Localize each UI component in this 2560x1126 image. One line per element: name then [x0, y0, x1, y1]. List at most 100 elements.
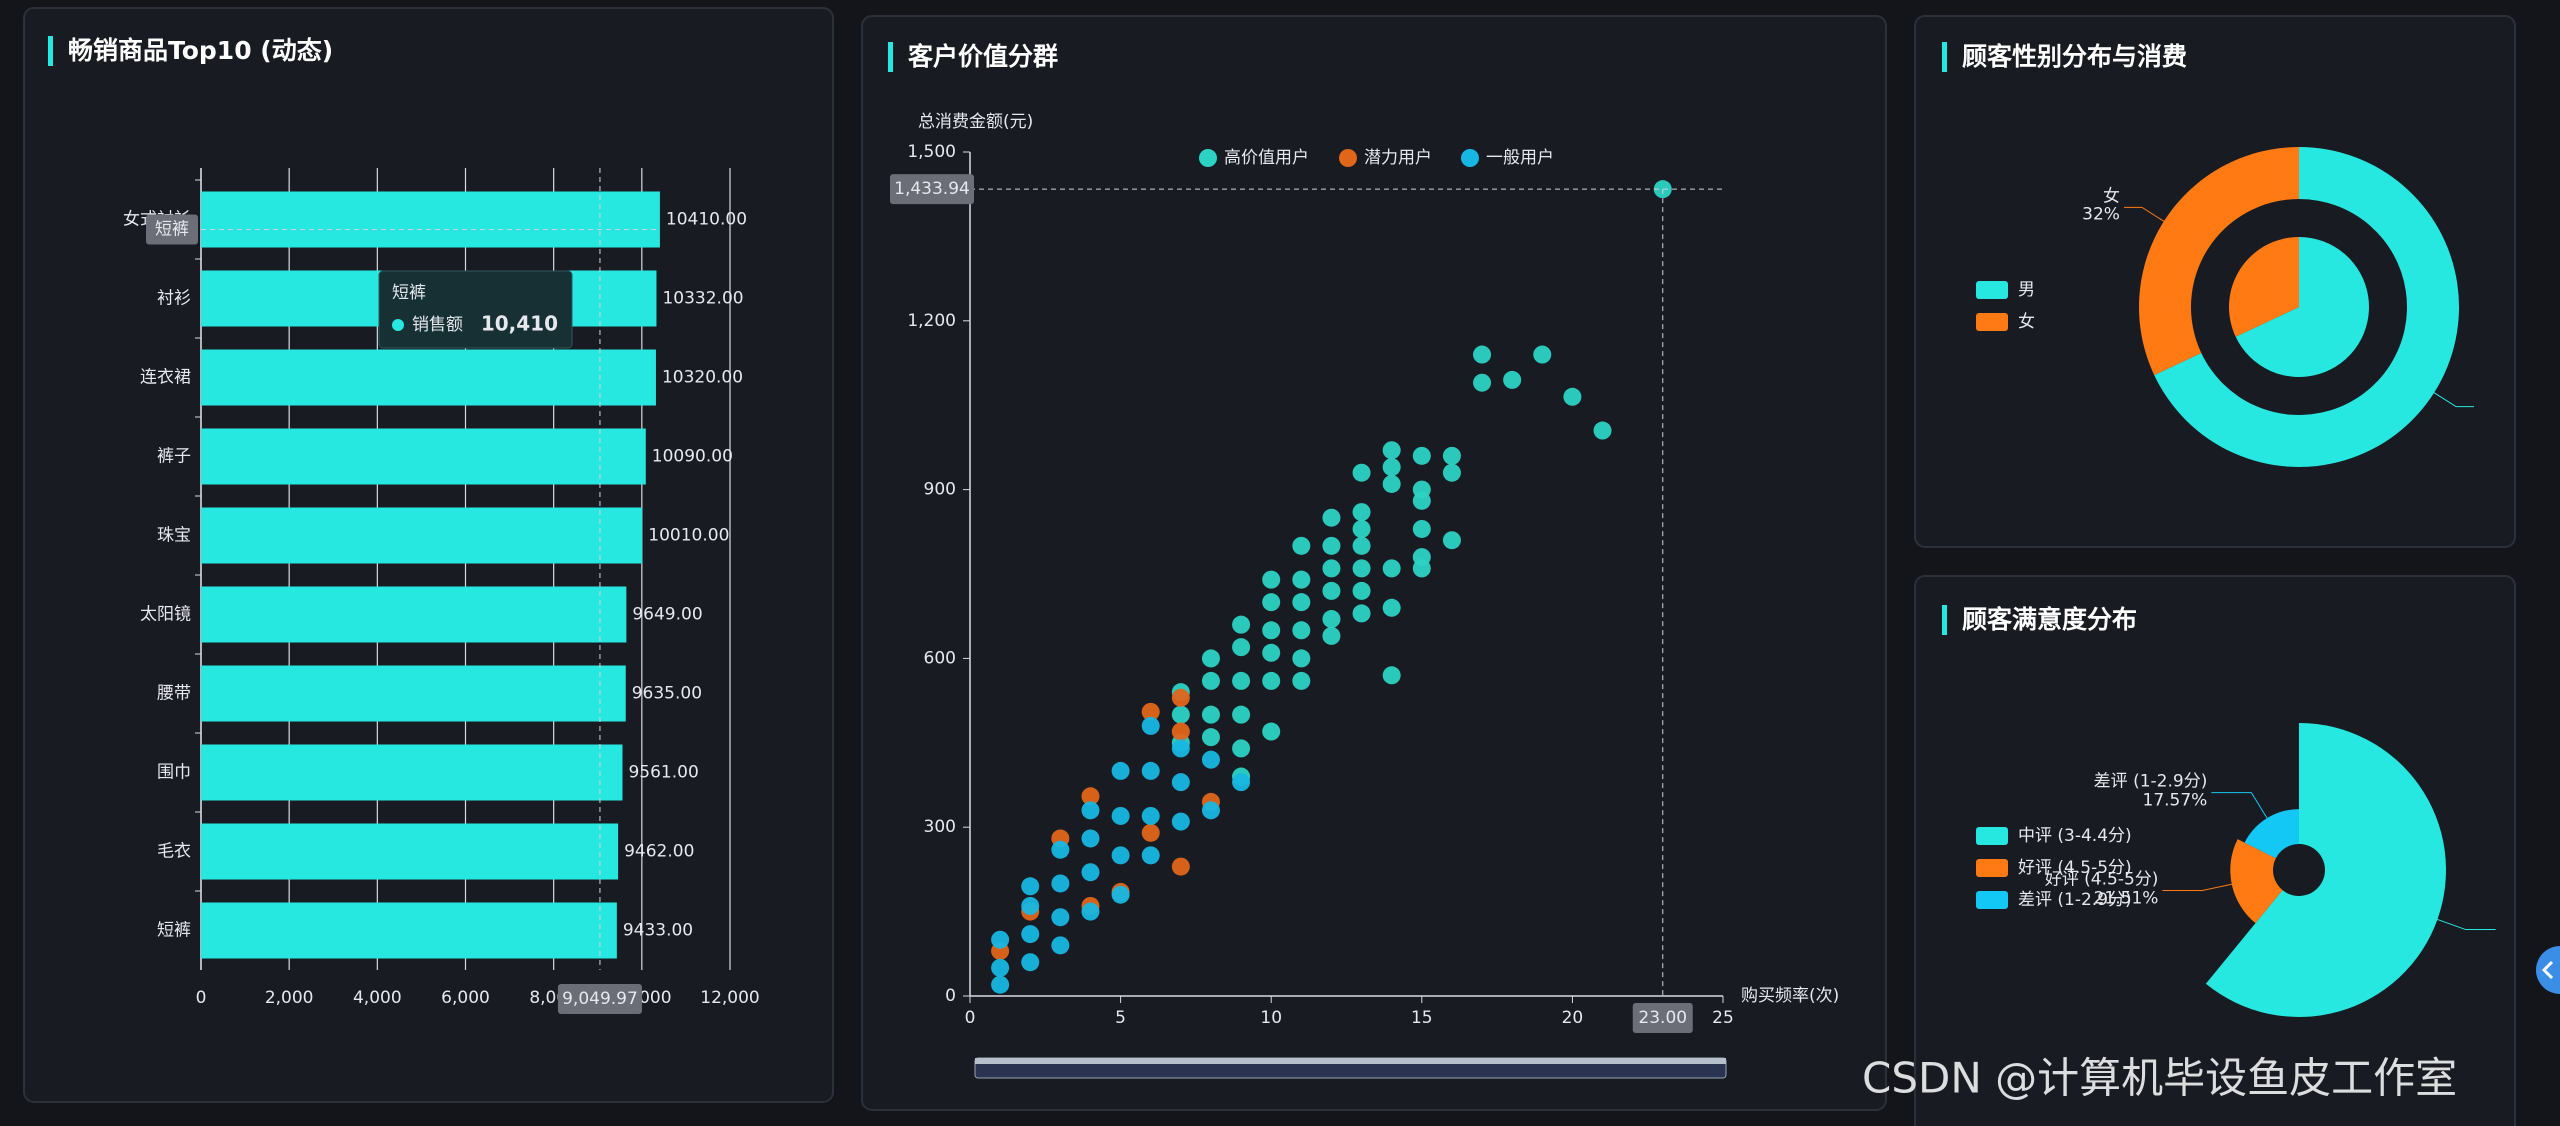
rose-slice[interactable] — [2205, 723, 2446, 1017]
scatter-point[interactable] — [1081, 787, 1100, 806]
scatter-point[interactable] — [1382, 441, 1401, 460]
legend-label[interactable]: 男 — [2018, 280, 2035, 300]
rose-slice[interactable] — [2230, 839, 2283, 924]
scatter-point[interactable] — [1141, 846, 1160, 865]
scatter-point[interactable] — [1171, 773, 1190, 792]
bar[interactable] — [201, 744, 623, 801]
scatter-point[interactable] — [1232, 705, 1251, 724]
legend-marker[interactable] — [1461, 149, 1479, 167]
scatter-point[interactable] — [1322, 536, 1341, 555]
scatter-point[interactable] — [1292, 671, 1311, 690]
scatter-point[interactable] — [1201, 705, 1220, 724]
legend-marker[interactable] — [1976, 281, 2008, 299]
scatter-point[interactable] — [1442, 531, 1461, 550]
scatter-point[interactable] — [1473, 373, 1492, 392]
scatter-point[interactable] — [1262, 621, 1281, 640]
pie-slice[interactable] — [2139, 147, 2299, 376]
scatter-point[interactable] — [1382, 598, 1401, 617]
legend-label[interactable]: 高价值用户 — [1224, 148, 1309, 168]
scatter-point[interactable] — [1171, 722, 1190, 741]
scatter-point[interactable] — [1232, 671, 1251, 690]
scatter-point[interactable] — [1292, 621, 1311, 640]
scatter-point[interactable] — [1382, 666, 1401, 685]
scatter-point[interactable] — [1382, 458, 1401, 477]
legend-marker[interactable] — [1976, 313, 2008, 331]
bar[interactable] — [201, 665, 626, 722]
scatter-point[interactable] — [1412, 446, 1431, 465]
scatter-point[interactable] — [1262, 570, 1281, 589]
side-button[interactable] — [2536, 946, 2560, 994]
scatter-point[interactable] — [1051, 840, 1070, 859]
scatter-point[interactable] — [1292, 570, 1311, 589]
legend-label[interactable]: 中评 (3-4.4分) — [2018, 826, 2132, 846]
scatter-point[interactable] — [1171, 857, 1190, 876]
legend-marker[interactable] — [1976, 891, 2008, 909]
legend-marker[interactable] — [1976, 827, 2008, 845]
scatter-point[interactable] — [1232, 739, 1251, 758]
scatter-point[interactable] — [1201, 728, 1220, 747]
scatter-point[interactable] — [1412, 491, 1431, 510]
scatter-point[interactable] — [1352, 559, 1371, 578]
scatter-point[interactable] — [1322, 508, 1341, 527]
scatter-point[interactable] — [1352, 503, 1371, 522]
scatter-point[interactable] — [1352, 536, 1371, 555]
scatter-point[interactable] — [1051, 936, 1070, 955]
scatter-point[interactable] — [1171, 705, 1190, 724]
scatter-point[interactable] — [1503, 370, 1522, 389]
bar[interactable] — [201, 507, 643, 564]
scatter-point[interactable] — [1292, 593, 1311, 612]
bar[interactable] — [201, 349, 656, 406]
bar[interactable] — [201, 586, 627, 643]
scatter-point[interactable] — [1081, 829, 1100, 848]
scatter-point[interactable] — [1322, 581, 1341, 600]
legend-marker[interactable] — [1976, 859, 2008, 877]
bar[interactable] — [201, 823, 619, 880]
scatter-point[interactable] — [1021, 877, 1040, 896]
pie-slice[interactable] — [2228, 237, 2299, 337]
scatter-point[interactable] — [1111, 761, 1130, 780]
scatter-point[interactable] — [1051, 874, 1070, 893]
bar[interactable] — [201, 428, 646, 485]
scatter-point[interactable] — [1201, 649, 1220, 668]
scatter-point[interactable] — [1322, 626, 1341, 645]
data-zoom-handle-bar[interactable] — [975, 1058, 1726, 1064]
scatter-point[interactable] — [1201, 671, 1220, 690]
scatter-point[interactable] — [1533, 345, 1552, 364]
scatter-point[interactable] — [1442, 463, 1461, 482]
scatter-point[interactable] — [1232, 638, 1251, 657]
scatter-point[interactable] — [1232, 615, 1251, 634]
scatter-point[interactable] — [1442, 446, 1461, 465]
legend-marker[interactable] — [1199, 149, 1217, 167]
scatter-point[interactable] — [1141, 716, 1160, 735]
scatter-point[interactable] — [1111, 806, 1130, 825]
scatter-point[interactable] — [1292, 536, 1311, 555]
scatter-point[interactable] — [991, 930, 1010, 949]
scatter-point[interactable] — [1111, 846, 1130, 865]
pie-slice[interactable] — [2235, 237, 2369, 377]
bar[interactable] — [201, 902, 617, 959]
scatter-point[interactable] — [1081, 801, 1100, 820]
legend-marker[interactable] — [1339, 149, 1357, 167]
scatter-point[interactable] — [1653, 180, 1672, 199]
legend-label[interactable]: 潜力用户 — [1364, 148, 1432, 168]
scatter-point[interactable] — [1141, 761, 1160, 780]
scatter-point[interactable] — [1021, 896, 1040, 915]
scatter-point[interactable] — [1382, 559, 1401, 578]
scatter-point[interactable] — [1382, 474, 1401, 493]
scatter-point[interactable] — [1201, 750, 1220, 769]
legend-label[interactable]: 差评 (1-2.9分) — [2018, 890, 2132, 910]
scatter-point[interactable] — [1051, 908, 1070, 927]
scatter-point[interactable] — [1232, 773, 1251, 792]
scatter-point[interactable] — [1593, 421, 1612, 440]
scatter-point[interactable] — [1081, 902, 1100, 921]
bar[interactable] — [201, 191, 660, 248]
scatter-point[interactable] — [1141, 823, 1160, 842]
scatter-point[interactable] — [1262, 643, 1281, 662]
scatter-point[interactable] — [1141, 806, 1160, 825]
scatter-point[interactable] — [1352, 581, 1371, 600]
scatter-point[interactable] — [1141, 702, 1160, 721]
scatter-point[interactable] — [1352, 463, 1371, 482]
scatter-point[interactable] — [1292, 649, 1311, 668]
scatter-point[interactable] — [1171, 688, 1190, 707]
scatter-point[interactable] — [991, 975, 1010, 994]
